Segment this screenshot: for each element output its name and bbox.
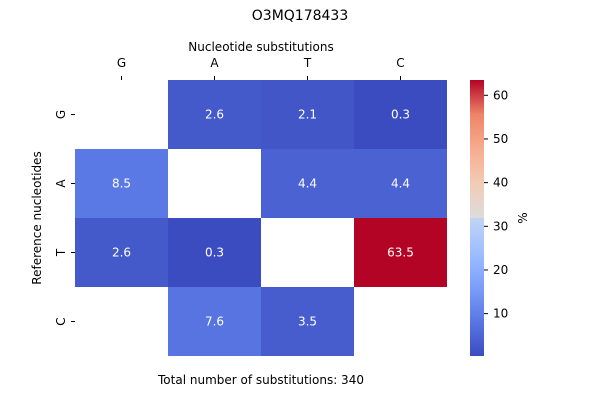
colorbar-tick-label: 10 xyxy=(493,307,508,321)
y-tick-label: C xyxy=(54,317,68,325)
cell-value-label: 7.6 xyxy=(205,315,224,329)
cell-value-label: 63.5 xyxy=(387,246,414,260)
chart-title: O3MQ178433 xyxy=(252,8,348,24)
y-axis-ticks: G A T C xyxy=(54,110,75,326)
colorbar-tick-label: 60 xyxy=(493,88,508,102)
colorbar-gradient xyxy=(470,80,484,356)
cell-value-label: 8.5 xyxy=(112,177,131,191)
x-tick-label: A xyxy=(210,56,219,70)
total-substitutions-note: Total number of substitutions: 340 xyxy=(157,373,364,387)
cell-value-label: 2.6 xyxy=(112,246,131,260)
y-tick-label: G xyxy=(54,110,68,119)
cell-value-label: 0.3 xyxy=(391,108,410,122)
x-axis-label: Nucleotide substitutions xyxy=(188,40,333,54)
cell-value-label: 0.3 xyxy=(205,246,224,260)
heatmap-cell xyxy=(75,149,168,218)
cell-value-label: 4.4 xyxy=(391,177,410,191)
heatmap-cell xyxy=(261,80,354,149)
cell-value-label: 2.6 xyxy=(205,108,224,122)
colorbar-tick-label: 20 xyxy=(493,263,508,277)
cell-value-label: 3.5 xyxy=(298,315,317,329)
heatmap-cell xyxy=(354,218,447,287)
y-axis-label: Reference nucleotides xyxy=(30,151,44,284)
y-tick-label: A xyxy=(54,179,68,188)
colorbar-tick-label: 50 xyxy=(493,132,508,146)
heatmap-cells: 2.6 2.1 0.3 8.5 4.4 4.4 2.6 0.3 63.5 7.6 3.5 xyxy=(75,80,447,356)
heatmap-cell xyxy=(75,218,168,287)
colorbar-tick-label: 30 xyxy=(493,219,508,233)
heatmap-cell xyxy=(261,287,354,356)
heatmap-cell xyxy=(168,287,261,356)
colorbar-ticks: 10 20 30 40 50 60 xyxy=(484,88,508,321)
x-tick-label: T xyxy=(303,56,312,70)
x-tick-label: C xyxy=(396,56,404,70)
colorbar-tick-label: 40 xyxy=(493,176,508,190)
heatmap-cell xyxy=(168,80,261,149)
colorbar-label: % xyxy=(516,212,530,223)
x-tick-label: G xyxy=(117,56,126,70)
cell-value-label: 4.4 xyxy=(298,177,317,191)
heatmap-cell xyxy=(354,149,447,218)
heatmap-cell xyxy=(354,80,447,149)
colorbar: 10 20 30 40 50 60 % xyxy=(470,80,530,356)
y-tick-label: T xyxy=(54,248,68,257)
heatmap-cell xyxy=(261,149,354,218)
heatmap-cell xyxy=(168,218,261,287)
cell-value-label: 2.1 xyxy=(298,108,317,122)
